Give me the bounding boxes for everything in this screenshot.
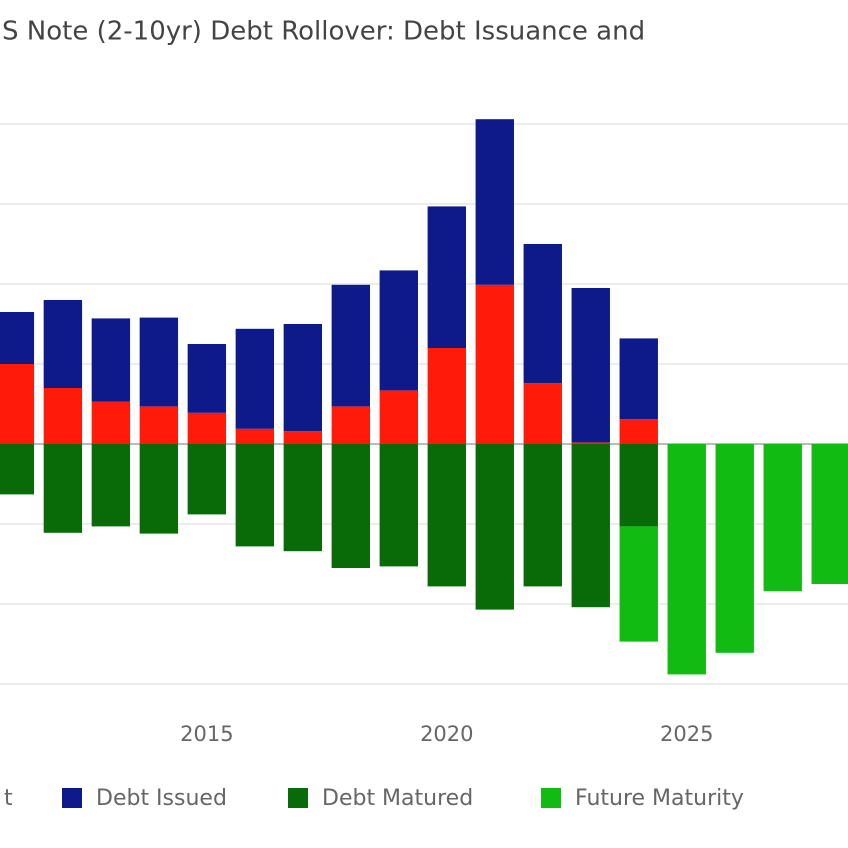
- bar-segment: [0, 444, 35, 495]
- bar-segment: [283, 324, 323, 432]
- chart-title: S Note (2-10yr) Debt Rollover: Debt Issu…: [2, 17, 645, 47]
- bar-segment: [427, 206, 466, 348]
- x-tick-label: 2025: [660, 722, 713, 746]
- bar-segment: [379, 444, 419, 567]
- bar-segment: [235, 328, 275, 429]
- bar-segment: [43, 388, 83, 444]
- legend-label: Debt Issued: [96, 786, 227, 811]
- bar-segment: [523, 244, 562, 384]
- bar-segment: [235, 444, 275, 547]
- bar-segment: [475, 119, 514, 285]
- x-tick-label: 2015: [180, 722, 233, 746]
- bar-segment: [523, 383, 562, 444]
- bar-segment: [139, 444, 179, 534]
- bar-segment: [139, 317, 179, 407]
- bar-segment: [91, 318, 131, 402]
- bar-segment: [571, 288, 610, 443]
- bar-segment: [379, 390, 419, 444]
- bar-segment: [667, 444, 706, 675]
- bar-segment: [43, 300, 83, 388]
- bar-segment: [619, 419, 658, 444]
- bar-segment: [619, 444, 658, 527]
- bar-segment: [187, 444, 227, 515]
- bar-segment: [571, 444, 610, 608]
- bar-segment: [187, 344, 227, 413]
- x-tick-label: 2020: [420, 722, 473, 746]
- legend-label: t: [4, 786, 13, 811]
- legend-label: Future Maturity: [575, 786, 744, 811]
- bar-segment: [91, 444, 131, 527]
- bar-segment: [619, 526, 658, 642]
- bar-segment: [571, 442, 610, 444]
- bar-segment: [331, 284, 371, 407]
- bar-segment: [619, 338, 658, 420]
- legend-swatch: [541, 788, 561, 808]
- bar-segment: [427, 348, 466, 444]
- bar-segment: [331, 444, 371, 568]
- bar-segment: [139, 406, 179, 444]
- bar-segment: [715, 444, 754, 653]
- bar-segment: [43, 444, 83, 533]
- bar-segment: [475, 284, 514, 444]
- bar-segment: [763, 444, 802, 592]
- legend-swatch: [62, 788, 82, 808]
- bar-segment: [235, 428, 275, 444]
- bar-segment: [0, 364, 35, 444]
- bar-segment: [283, 444, 323, 552]
- bar-segment: [283, 431, 323, 444]
- bar-segment: [0, 312, 35, 364]
- legend-label: Debt Matured: [322, 786, 473, 811]
- bar-segment: [523, 444, 562, 587]
- bar-segment: [91, 401, 131, 444]
- bar-segment: [475, 444, 514, 610]
- bar-segment: [811, 444, 848, 584]
- bar-segment: [427, 444, 466, 587]
- bar-segment: [331, 406, 371, 444]
- legend-swatch: [288, 788, 308, 808]
- bar-segment: [187, 412, 227, 444]
- bar-segment: [379, 270, 419, 391]
